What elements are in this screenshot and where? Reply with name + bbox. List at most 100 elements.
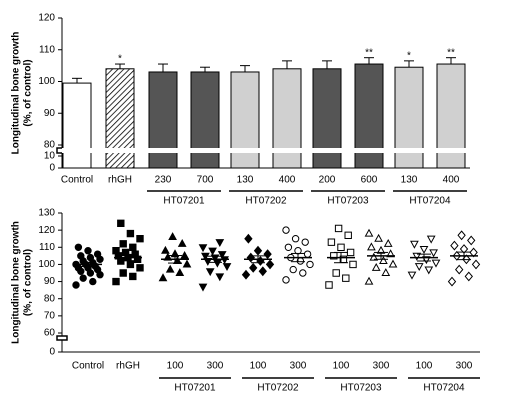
data-point [163, 252, 173, 261]
data-point [471, 259, 481, 270]
data-point [284, 243, 293, 251]
data-point [447, 276, 457, 287]
data-point [371, 262, 381, 271]
significance: ** [447, 47, 455, 58]
x-tick-label: 300 [290, 361, 307, 372]
data-point [407, 271, 417, 280]
data-point [291, 235, 300, 243]
y-tick-label: 120 [38, 225, 55, 236]
data-point [89, 277, 97, 286]
data-point [136, 264, 144, 272]
y-tick-label: 0 [49, 163, 55, 174]
x-tick-label: 300 [456, 361, 473, 372]
data-point [386, 249, 395, 258]
data-point [337, 243, 345, 251]
data-point [299, 269, 307, 277]
group-label: HT07204 [409, 196, 451, 207]
group-label: HT07203 [327, 196, 369, 207]
significance: * [118, 54, 122, 65]
data-point [215, 273, 225, 282]
y-axis-label: (%, of control) [23, 249, 34, 316]
data-point [129, 243, 137, 251]
group-label: HT07203 [340, 383, 382, 394]
data-point [364, 276, 374, 285]
data-point [246, 252, 255, 263]
y-tick-label: 130 [38, 208, 55, 219]
data-point [379, 256, 388, 265]
group-label: HT07201 [163, 196, 205, 207]
x-tick-label: 400 [443, 175, 460, 186]
data-point [84, 247, 92, 255]
data-point [334, 224, 343, 233]
data-point [198, 244, 208, 253]
data-point [303, 250, 312, 258]
data-point [367, 242, 376, 251]
y-tick-label: 80 [44, 140, 56, 151]
bar [190, 71, 220, 169]
data-point [450, 240, 459, 251]
x-tick-label: 100 [250, 361, 267, 372]
x-tick-label: 700 [197, 175, 214, 186]
data-point [467, 235, 476, 246]
y-tick-label: 110 [39, 44, 55, 55]
group-label: HT07201 [174, 383, 216, 394]
bar-break [190, 148, 220, 153]
data-point [119, 240, 127, 248]
data-point [464, 271, 473, 282]
y-tick-label: 10 [44, 151, 56, 162]
data-point [282, 276, 290, 284]
data-point [369, 252, 379, 261]
data-point [364, 228, 374, 237]
data-point [112, 247, 120, 255]
x-tick-label: 100 [167, 361, 184, 372]
data-point [117, 219, 125, 227]
data-point [289, 265, 297, 274]
bar-break [230, 148, 260, 153]
data-point [419, 245, 429, 254]
y-tick-label: 90 [44, 108, 56, 119]
x-tick-label: 100 [416, 361, 433, 372]
data-point [168, 232, 177, 241]
data-point [422, 256, 431, 265]
data-point [119, 269, 127, 277]
x-tick-label: 400 [279, 175, 296, 186]
data-point [410, 240, 419, 249]
data-point [182, 259, 192, 268]
data-point [77, 252, 85, 260]
data-point [346, 248, 355, 257]
data-point [383, 238, 393, 247]
data-point [244, 233, 253, 244]
group-label: HT07204 [423, 383, 465, 394]
data-point [429, 249, 438, 258]
y-tick-label: 90 [44, 276, 56, 287]
data-point [205, 268, 215, 277]
data-point [201, 252, 210, 261]
x-tick-label: Control [61, 175, 93, 186]
x-tick-label: 300 [207, 361, 224, 372]
data-point [161, 245, 170, 254]
data-point [177, 238, 187, 247]
data-point [332, 269, 340, 277]
data-point [126, 229, 135, 238]
y-tick-label: 80 [44, 293, 56, 304]
data-point [327, 238, 336, 246]
y-tick-label: 0 [49, 347, 55, 358]
data-point [215, 239, 225, 248]
data-point [258, 266, 267, 277]
data-point [86, 253, 95, 262]
x-tick-label: 100 [333, 361, 350, 372]
data-point [457, 230, 466, 241]
data-point [158, 273, 168, 282]
bar-break [148, 148, 178, 153]
y-axis-label: (%, of control) [23, 59, 34, 126]
data-point [136, 235, 144, 243]
data-point [265, 259, 275, 270]
bar [272, 68, 302, 169]
data-point [263, 249, 272, 260]
bar-break [436, 148, 466, 153]
bar-break [354, 148, 384, 153]
group-label: HT07202 [245, 196, 287, 207]
data-point [165, 264, 175, 273]
data-point [129, 272, 137, 281]
